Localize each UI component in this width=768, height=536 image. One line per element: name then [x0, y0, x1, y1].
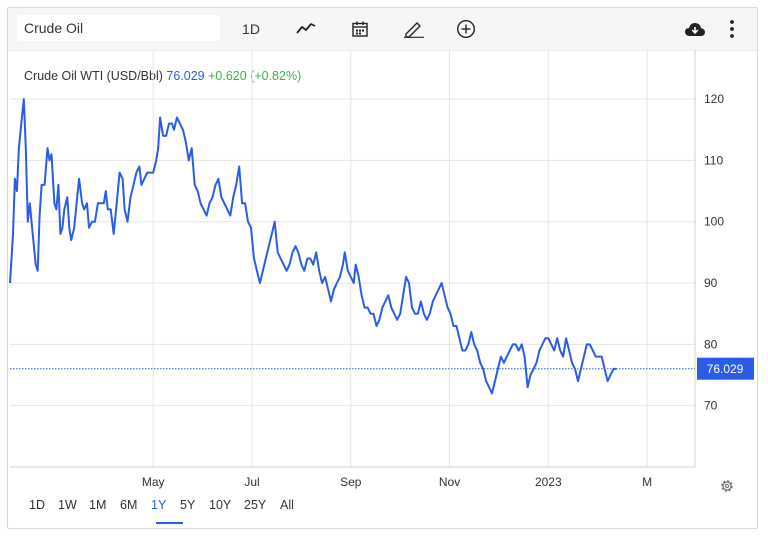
- line-chart-icon: [296, 23, 316, 34]
- price-change: +0.620 (+0.82%): [208, 69, 302, 83]
- x-tick-label: May: [142, 475, 165, 489]
- interval-button[interactable]: 1D: [242, 21, 260, 37]
- last-price: 76.029: [166, 69, 205, 83]
- y-tick-label: 90: [704, 276, 718, 290]
- range-1m[interactable]: 1M: [89, 498, 107, 512]
- download-cloud-icon: [685, 23, 705, 36]
- price-chart[interactable]: 70 80 90 100 110 120 May Jul Sep Nov 2023 M 76.029: [8, 8, 757, 528]
- settings-button[interactable]: [719, 478, 735, 499]
- range-1d[interactable]: 1D: [29, 498, 45, 512]
- symbol-search-input[interactable]: Crude Oil: [17, 15, 220, 41]
- add-indicator-button[interactable]: [452, 16, 480, 42]
- y-tick-label: 80: [704, 337, 718, 351]
- y-tick-label: 70: [704, 399, 718, 413]
- last-price-badge: [697, 357, 754, 380]
- more-vertical-icon: [730, 20, 734, 38]
- instrument-name: Crude Oil WTI (USD/Bbl): [24, 69, 163, 83]
- range-25y[interactable]: 25Y: [244, 498, 267, 512]
- chart-toolbar: Crude Oil 1D: [8, 8, 757, 51]
- x-tick-label: M: [642, 475, 652, 489]
- x-tick-label: Nov: [439, 475, 460, 489]
- y-tick-label: 120: [704, 92, 724, 106]
- y-tick-label: 110: [704, 153, 723, 167]
- calendar-icon: [352, 21, 368, 37]
- price-series-line: [9, 98, 617, 395]
- range-all[interactable]: All: [280, 498, 294, 512]
- active-range-indicator: [156, 522, 183, 524]
- y-tick-label: 100: [704, 215, 724, 229]
- x-tick-label: 2023: [535, 475, 562, 489]
- download-button[interactable]: [681, 16, 709, 42]
- plus-circle-icon: [456, 19, 476, 39]
- range-1w[interactable]: 1W: [58, 498, 77, 512]
- draw-button[interactable]: [400, 16, 428, 42]
- range-6m[interactable]: 6M: [120, 498, 138, 512]
- range-1y[interactable]: 1Y: [151, 498, 167, 512]
- chart-widget: Crude Oil 1D: [7, 7, 758, 529]
- pencil-icon: [404, 22, 424, 38]
- gear-icon: [721, 480, 733, 492]
- quote-header: Crude Oil WTI (USD/Bbl) 76.029 +0.620 (+…: [24, 69, 301, 83]
- date-range-button[interactable]: [346, 16, 374, 42]
- chart-type-button[interactable]: [292, 16, 320, 42]
- x-tick-label: Jul: [244, 475, 259, 489]
- x-tick-label: Sep: [340, 475, 362, 489]
- range-10y[interactable]: 10Y: [209, 498, 232, 512]
- range-5y[interactable]: 5Y: [180, 498, 196, 512]
- last-price-badge-label: 76.029: [707, 362, 744, 376]
- more-options-button[interactable]: [722, 16, 742, 42]
